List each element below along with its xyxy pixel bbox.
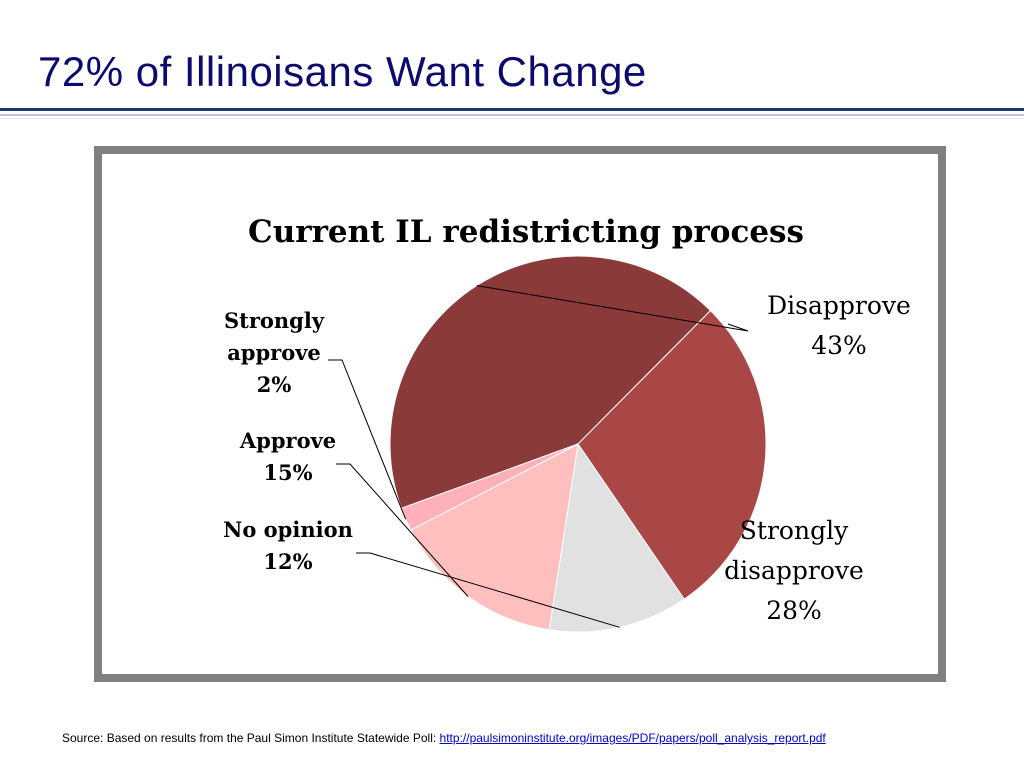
title-divider (0, 108, 1024, 111)
slice-label-2: No opinion 12% (223, 517, 353, 574)
source-link[interactable]: http://paulsimoninstitute.org/images/PDF… (439, 731, 826, 745)
pie-chart: Current IL redistricting process Disappr… (223, 214, 911, 633)
title-divider-faint (0, 118, 1024, 119)
leader-line-3 (336, 463, 469, 597)
chart-title: Current IL redistricting process (248, 214, 804, 250)
source-text: Source: Based on results from the Paul S… (62, 731, 437, 745)
title-divider-light (0, 114, 1024, 116)
slice-label-3: Approve 15% (239, 428, 336, 485)
source-note: Source: Based on results from the Paul S… (62, 731, 826, 745)
slice-label-0: Disapprove 43% (767, 291, 911, 360)
leader-line-0 (476, 285, 749, 332)
pie-slice-1 (577, 309, 767, 600)
chart-frame: Current IL redistricting process Disappr… (94, 146, 946, 682)
slide-title: 72% of Illinoisans Want Change (38, 48, 647, 95)
leader-line-4 (328, 359, 407, 520)
slice-label-1: Strongly disapprove 28% (724, 516, 864, 625)
pie-slice-3 (410, 443, 579, 631)
leader-line-2 (356, 552, 620, 628)
slice-label-4: Strongly approve 2% (224, 308, 325, 397)
